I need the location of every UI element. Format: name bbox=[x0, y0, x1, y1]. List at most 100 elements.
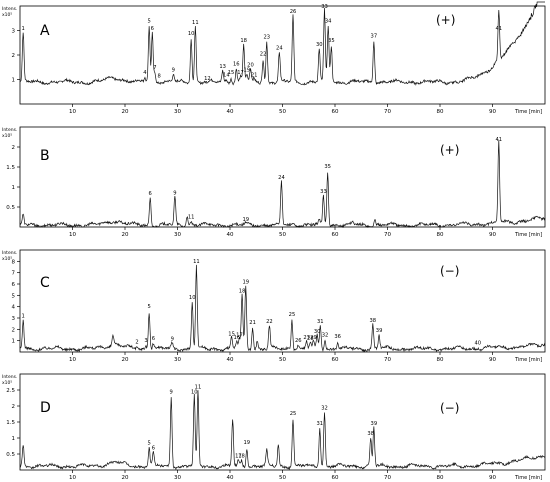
panel-letter: A bbox=[40, 23, 50, 39]
x-tick-label: 40 bbox=[227, 109, 234, 115]
y-tick-label: 1 bbox=[12, 185, 16, 191]
y-unit-multiplier: x10⁵ bbox=[2, 133, 12, 139]
peak-label: 6 bbox=[151, 26, 154, 32]
x-tick-label: 60 bbox=[332, 475, 339, 481]
y-unit-label: Intens. bbox=[2, 374, 17, 380]
x-tick-label: 70 bbox=[384, 232, 391, 238]
peak-label: 17 bbox=[235, 453, 242, 459]
peak-label: 11 bbox=[193, 259, 200, 265]
x-unit-label: Time [min] bbox=[514, 232, 542, 238]
peak-label: 10 bbox=[188, 31, 195, 37]
y-tick-label: 4 bbox=[12, 305, 16, 311]
peak-label: 21 bbox=[251, 73, 258, 79]
x-tick-label: 30 bbox=[174, 109, 181, 115]
peak-label: 22 bbox=[260, 52, 267, 58]
y-tick-label: 0.5 bbox=[6, 452, 15, 458]
peak-label: 5 bbox=[147, 19, 150, 25]
y-tick-label: 0.5 bbox=[6, 205, 15, 211]
peak-label: 38 bbox=[369, 318, 376, 324]
x-tick-label: 10 bbox=[69, 109, 76, 115]
ion-mode-label: (+) bbox=[436, 13, 455, 27]
peak-label: 18 bbox=[240, 38, 247, 44]
x-tick-label: 50 bbox=[279, 109, 286, 115]
y-tick-label: 7 bbox=[12, 271, 16, 277]
peak-label: 2 bbox=[135, 339, 138, 345]
peak-label: 21 bbox=[249, 320, 256, 326]
peak-label: 17 bbox=[237, 70, 244, 76]
x-tick-label: 60 bbox=[332, 109, 339, 115]
peak-label: 40 bbox=[474, 340, 481, 346]
peak-label: 30 bbox=[316, 42, 323, 48]
x-tick-label: 20 bbox=[122, 357, 129, 363]
peak-label: 4 bbox=[143, 70, 147, 76]
peak-label: 16 bbox=[234, 335, 241, 341]
peak-label: 15 bbox=[228, 331, 235, 337]
y-tick-label: 2 bbox=[12, 327, 16, 333]
x-tick-label: 20 bbox=[122, 109, 129, 115]
peak-label: 33 bbox=[320, 189, 327, 195]
x-tick-label: 80 bbox=[437, 357, 444, 363]
peak-label: 16 bbox=[233, 61, 240, 67]
panel-letter: D bbox=[40, 400, 51, 416]
y-tick-label: 1.5 bbox=[6, 420, 15, 426]
peak-label: 22 bbox=[266, 319, 273, 325]
peak-label: 12 bbox=[204, 76, 211, 82]
peak-label: 17 bbox=[236, 333, 243, 339]
peak-label: 20 bbox=[247, 63, 254, 69]
peak-label: 6 bbox=[152, 336, 155, 342]
peak-label: 19 bbox=[242, 217, 249, 223]
peak-label: 8 bbox=[157, 74, 160, 80]
y-tick-label: 2 bbox=[12, 145, 16, 151]
peak-label: 1 bbox=[21, 26, 24, 32]
peak-label: 39 bbox=[376, 328, 383, 334]
x-tick-label: 60 bbox=[332, 232, 339, 238]
y-unit-multiplier: x10⁵ bbox=[2, 380, 12, 386]
y-tick-label: 2 bbox=[12, 53, 16, 59]
x-tick-label: 90 bbox=[489, 109, 496, 115]
peak-label: 38 bbox=[367, 431, 374, 437]
peak-label: 25 bbox=[289, 312, 296, 318]
x-tick-label: 10 bbox=[69, 475, 76, 481]
peak-label: 35 bbox=[328, 38, 335, 44]
chromatogram-trace bbox=[19, 1, 545, 86]
peak-label: 11 bbox=[188, 214, 195, 220]
chromatogram-trace bbox=[19, 390, 546, 471]
x-tick-label: 60 bbox=[332, 357, 339, 363]
y-tick-label: 1 bbox=[12, 78, 16, 84]
chromatogram-trace bbox=[19, 140, 546, 229]
peak-label: 10 bbox=[189, 295, 196, 301]
peak-label: 28 bbox=[307, 336, 314, 342]
peak-label: 25 bbox=[290, 411, 297, 417]
peak-label: 36 bbox=[334, 334, 341, 340]
x-tick-label: 20 bbox=[122, 232, 129, 238]
x-tick-label: 90 bbox=[489, 475, 496, 481]
x-tick-label: 50 bbox=[279, 357, 286, 363]
peak-label: 37 bbox=[371, 33, 378, 39]
peak-label: 23 bbox=[263, 35, 270, 41]
peak-label: 14 bbox=[223, 73, 230, 79]
y-unit-multiplier: x10⁵ bbox=[2, 12, 12, 18]
peak-label: 3 bbox=[144, 338, 147, 344]
x-tick-label: 50 bbox=[279, 475, 286, 481]
x-unit-label: Time [min] bbox=[514, 357, 542, 363]
x-tick-label: 40 bbox=[227, 232, 234, 238]
peak-label: 24 bbox=[276, 46, 283, 52]
y-unit-multiplier: x10⁵ bbox=[2, 256, 12, 262]
peak-label: 19 bbox=[243, 68, 250, 74]
peak-label: 9 bbox=[173, 190, 176, 196]
y-tick-label: 1 bbox=[12, 339, 16, 345]
y-tick-label: 2.5 bbox=[6, 388, 15, 394]
peak-label: 6 bbox=[152, 445, 155, 451]
peak-label: 35 bbox=[324, 164, 331, 170]
peak-label: 15 bbox=[228, 70, 235, 76]
peak-label: 6 bbox=[149, 191, 152, 197]
y-tick-label: 1 bbox=[12, 436, 16, 442]
peak-label: 5 bbox=[147, 441, 150, 447]
peak-label: 9 bbox=[172, 68, 175, 74]
peak-label: 19 bbox=[242, 279, 249, 285]
peak-label: 27 bbox=[303, 335, 310, 341]
